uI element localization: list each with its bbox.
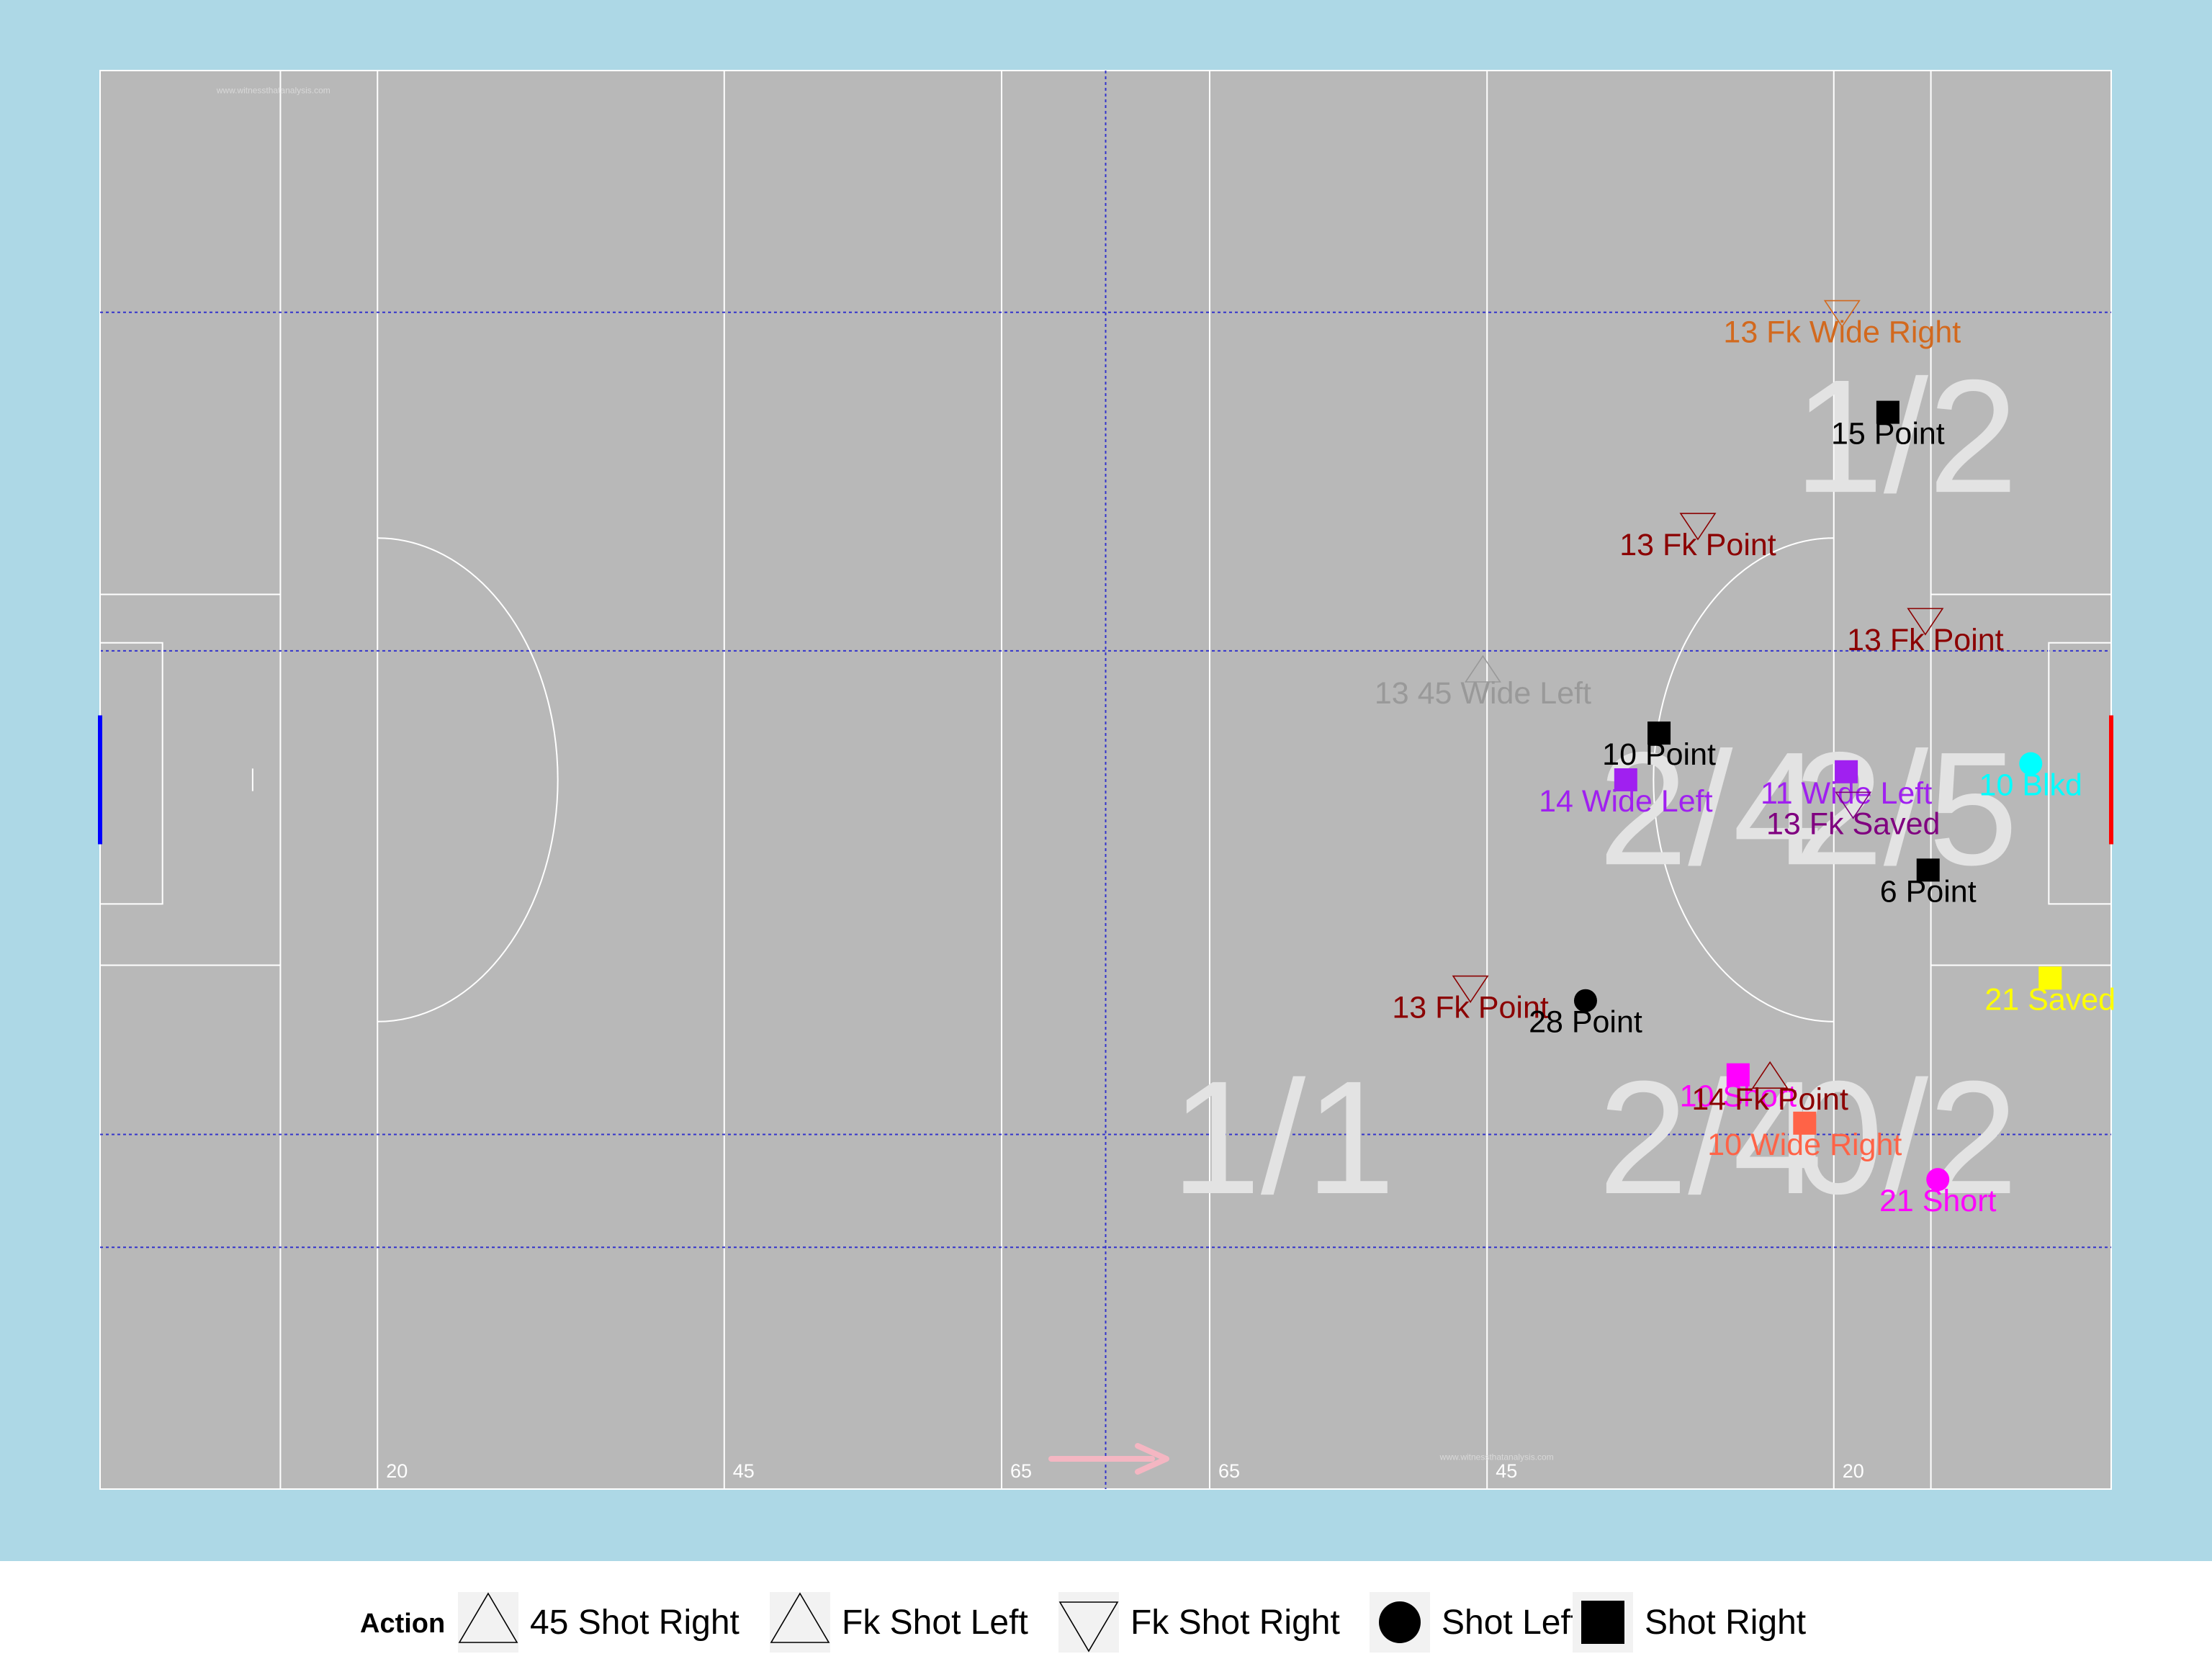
shot-label: 13 Fk Point: [1619, 528, 1776, 562]
shot: 10 Point: [1602, 721, 1716, 772]
legend-key-bg: [458, 1592, 518, 1653]
shots: 13 Fk Wide Right 15 Point 13 Fk Point 13 Fk…: [1375, 300, 2116, 1218]
legend-marker: [1581, 1601, 1624, 1644]
shot: 21 Saved: [1984, 966, 2116, 1017]
shot-label: 21 Short: [1879, 1184, 1997, 1218]
legend-label: Fk Shot Right: [1130, 1604, 1340, 1642]
shot-label: 15 Point: [1831, 417, 1945, 451]
shot: 13 Fk Saved: [1766, 791, 1940, 841]
shot-marker: [1464, 655, 1501, 683]
shot-marker: [1452, 975, 1489, 1003]
shot-label: 13 45 Wide Left: [1375, 676, 1591, 711]
shot-label: 10 Point: [1602, 737, 1716, 772]
shot-marker: [1573, 989, 1597, 1012]
shot-marker: [1614, 768, 1637, 791]
shot-marker: [1835, 760, 1858, 783]
shot-marker: [1823, 300, 1861, 328]
legend-key-bg: [770, 1592, 830, 1653]
shot-label: 6 Point: [1880, 874, 1977, 909]
shot-label: 14 Wide Left: [1539, 784, 1712, 819]
distance-label: 20: [386, 1460, 408, 1482]
shot: 28 Point: [1529, 989, 1642, 1040]
shot-label: 21 Saved: [1984, 982, 2116, 1017]
shot-label: 14 Fk Point: [1691, 1082, 1848, 1117]
legend-label: 45 Shot Right: [530, 1604, 739, 1642]
distance-label: 65: [1010, 1460, 1032, 1482]
distance-label: 45: [1496, 1460, 1517, 1482]
shot-label: 13 Fk Wide Right: [1723, 315, 1961, 350]
shot: 6 Point: [1880, 858, 1977, 909]
legend-marker: [1058, 1601, 1119, 1653]
legend-marker: [458, 1592, 518, 1643]
shot-marker: [1916, 858, 1940, 882]
legend-marker: [770, 1592, 830, 1643]
legend-title: Action: [360, 1609, 445, 1639]
shot-marker: [1647, 721, 1671, 745]
distance-label: 45: [733, 1460, 755, 1482]
legend-marker: [1379, 1601, 1421, 1643]
shot: 13 Fk Point: [1847, 608, 2004, 657]
legend-label: Shot Right: [1645, 1604, 1806, 1642]
shot: 14 Wide Left: [1539, 768, 1713, 819]
shot-marker: [1907, 608, 1944, 636]
shot: 11 Wide Left: [1761, 760, 1932, 811]
shot-marker: [1679, 513, 1717, 541]
shot-marker: [1926, 1168, 1950, 1192]
legend: Action 45 Shot Right Fk Shot Left Fk Shot R…: [360, 1592, 1806, 1653]
arc-left: [377, 537, 559, 1022]
distance-label: 20: [1843, 1460, 1864, 1482]
shot: 10 Blkd: [1979, 752, 2082, 803]
legend-key-bg: [1058, 1592, 1119, 1653]
zone-label: 1/1: [1171, 1048, 1395, 1228]
shot: 13 Fk Point: [1392, 975, 1549, 1025]
shot: 10 Wide Right: [1707, 1111, 1902, 1162]
shot-label: 13 Fk Point: [1392, 991, 1549, 1025]
zone-label: 2/4: [1599, 719, 1822, 899]
zone-label: 0/2: [1794, 1048, 2018, 1228]
zone-label: 2/4: [1599, 1048, 1822, 1228]
zone-label: 2/5: [1794, 719, 2018, 899]
shot-label: 13 Fk Saved: [1766, 806, 1940, 841]
shot-label: 10 Blkd: [1979, 768, 2082, 803]
distance-label: 65: [1218, 1460, 1240, 1482]
legend-label: Fk Shot Left: [842, 1604, 1028, 1642]
shot-marker: [1793, 1111, 1817, 1135]
large-rectangles: [100, 593, 2111, 966]
shot-marker: [2019, 752, 2043, 775]
shot-marker: [1876, 400, 1899, 424]
zone-label: 1/2: [1794, 346, 2018, 526]
shot-label: 10 Short: [1680, 1079, 1797, 1114]
shot-label: 13 Fk Point: [1847, 623, 2004, 657]
shot: 14 Fk Point: [1691, 1061, 1848, 1117]
shot-marker: [1751, 1061, 1789, 1089]
watermark: www.witnessthatanalysis.com: [216, 85, 331, 95]
shot-marker: [1726, 1063, 1750, 1087]
shot-label: 28 Point: [1529, 1005, 1642, 1040]
shot: 10 Short: [1680, 1063, 1797, 1114]
pitch: 20 45 65 65 45 20 www.witnessthatanalysis.com w…: [98, 70, 2113, 1490]
direction-arrow-head: [1135, 1443, 1169, 1475]
shot-label: 11 Wide Left: [1761, 776, 1932, 811]
shot: 21 Short: [1879, 1168, 1997, 1218]
legend-label: Shot Left: [1442, 1604, 1580, 1642]
shot: 13 Fk Point: [1619, 513, 1776, 562]
shot-marker: [1835, 791, 1872, 819]
watermark: www.witnessthatanalysis.com: [1439, 1452, 1554, 1462]
shot: 13 45 Wide Left: [1375, 655, 1591, 711]
shot: 15 Point: [1831, 400, 1945, 451]
arc-right: [1653, 537, 1834, 1022]
shot: 13 Fk Wide Right: [1723, 300, 1961, 350]
shot-label: 10 Wide Right: [1707, 1128, 1902, 1162]
shot-marker: [2038, 966, 2062, 990]
zone-labels: 1/22/42/51/1 2/40/2: [1171, 346, 2018, 1228]
